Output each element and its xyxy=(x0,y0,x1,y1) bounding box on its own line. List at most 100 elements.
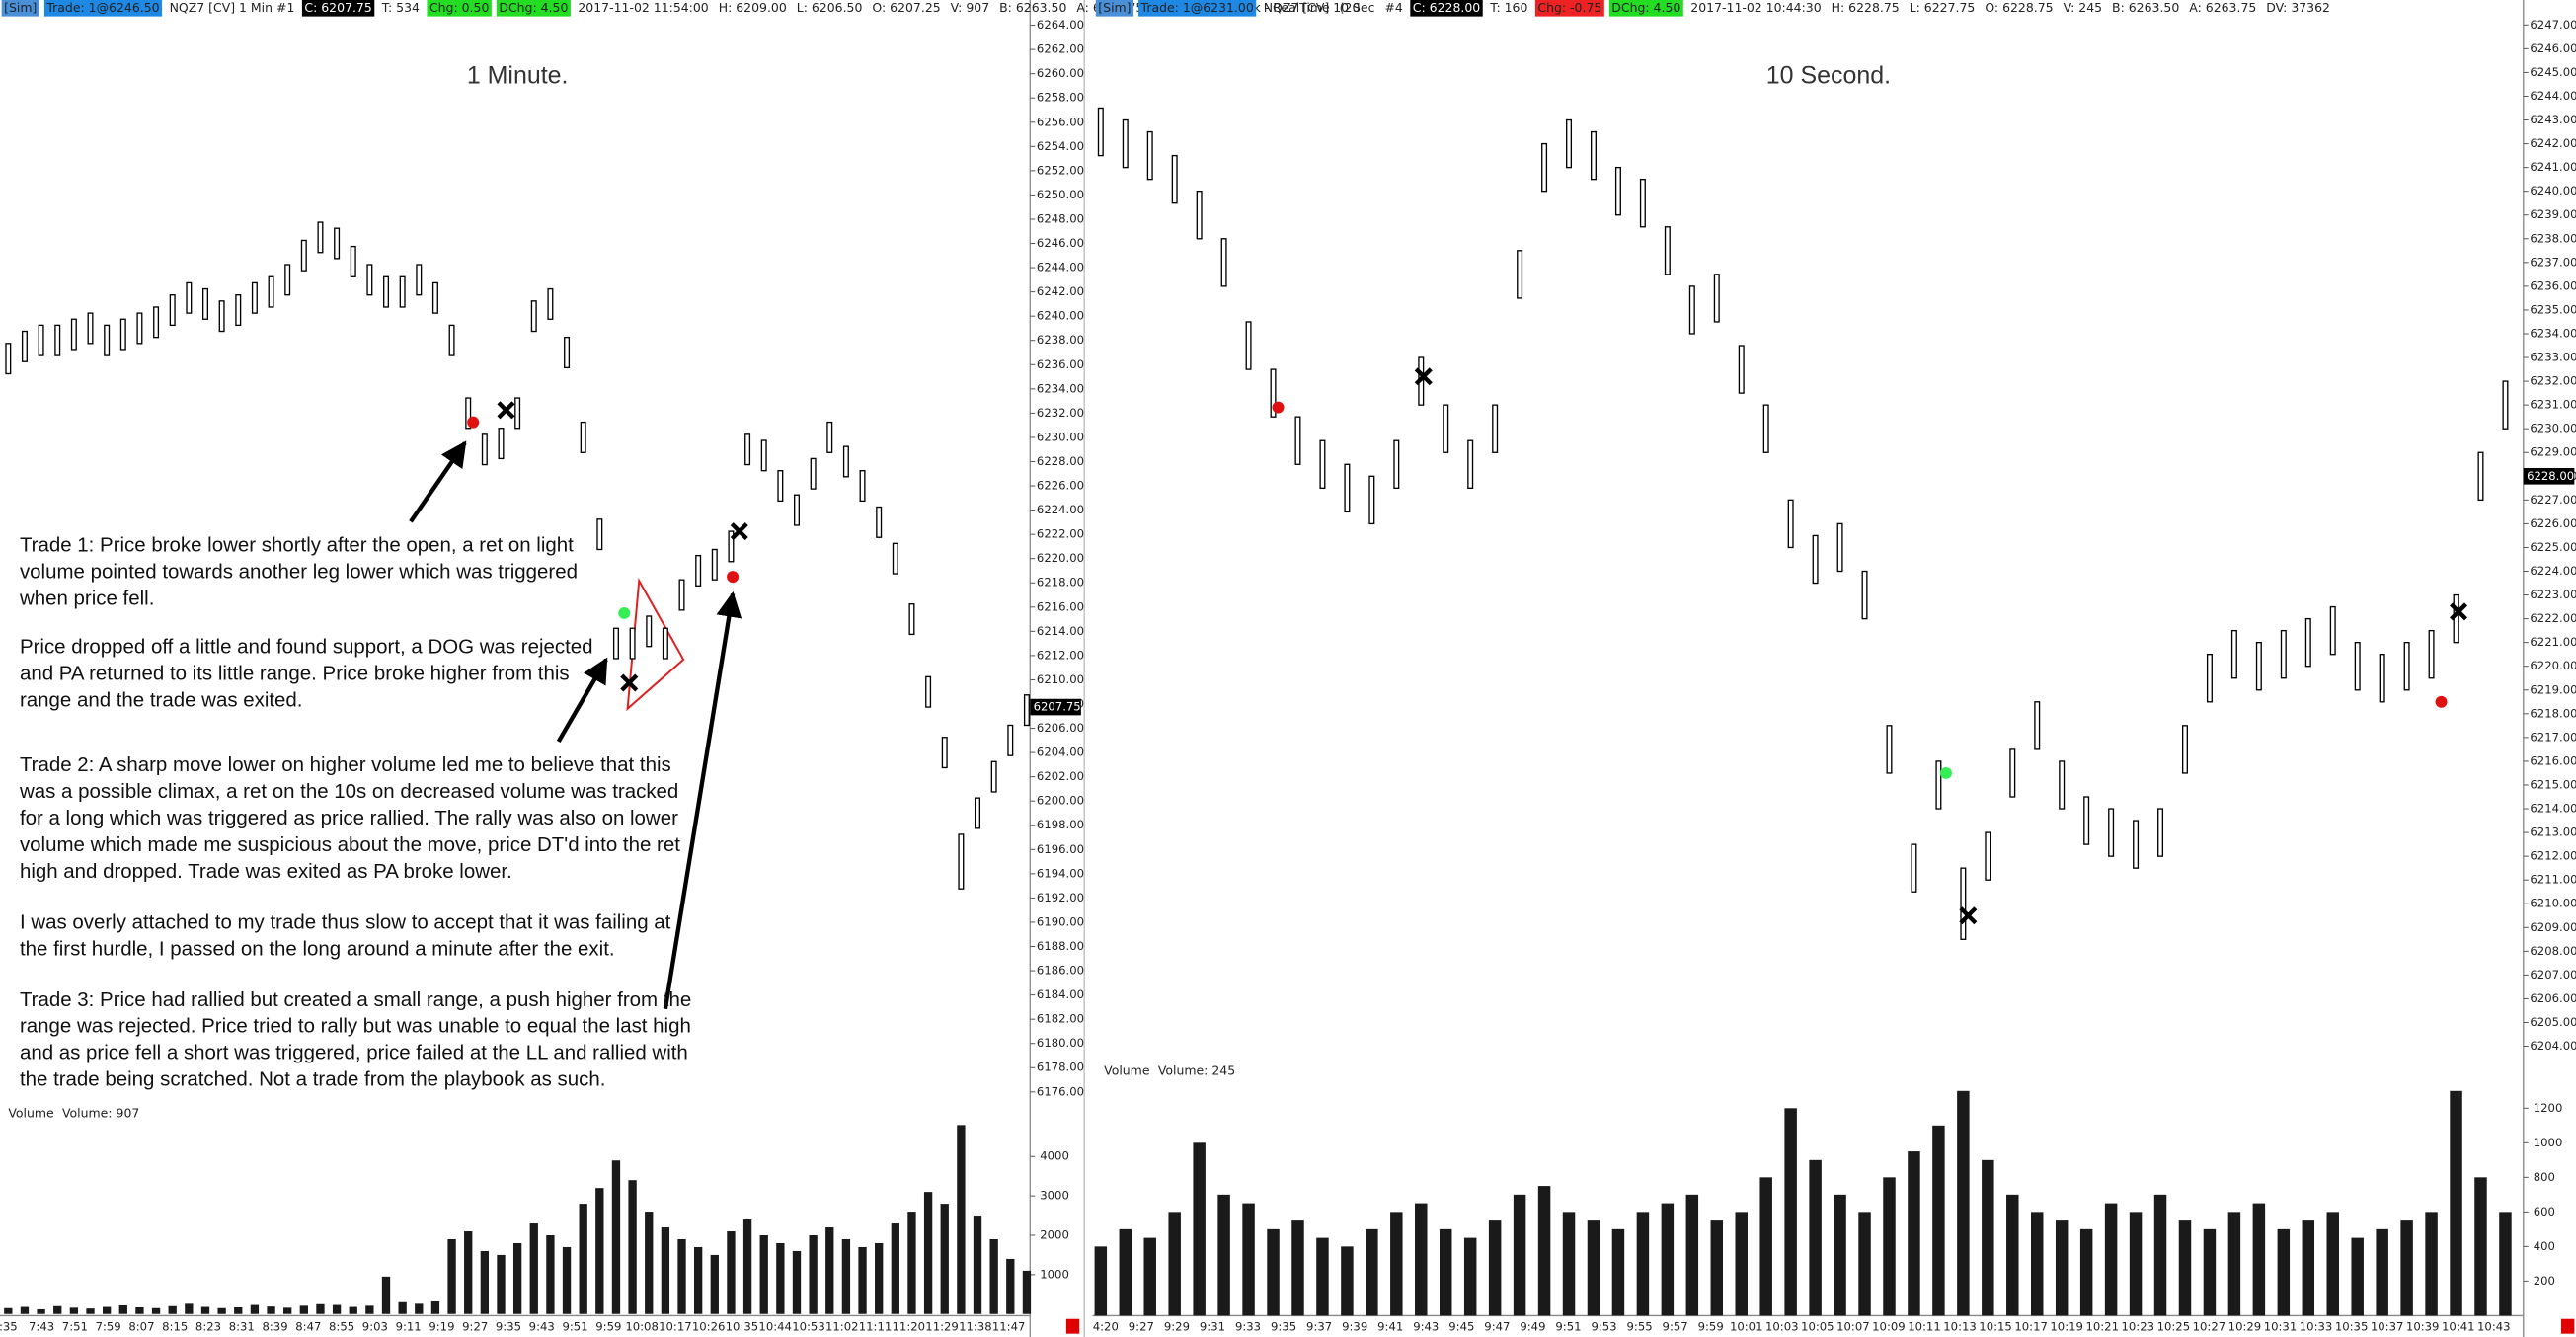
volume-bar xyxy=(923,1192,933,1314)
y-tick-label: 200 xyxy=(2534,1274,2555,1288)
volume-bar xyxy=(2203,1228,2217,1316)
y-tick-label: 6220.00 xyxy=(1037,551,1084,565)
volume-bar xyxy=(2376,1228,2388,1316)
price-bar xyxy=(5,343,12,375)
price-bar xyxy=(1614,166,1621,216)
price-bar xyxy=(629,627,636,660)
last-price-label: 6207.75 xyxy=(1034,700,1081,714)
price-bar xyxy=(54,324,61,356)
x-tick-label: 10:44 xyxy=(758,1320,792,1334)
header-badge xyxy=(301,0,375,17)
x-tick-label: 10:13 xyxy=(1943,1320,1977,1334)
price-bar xyxy=(1985,831,1991,881)
annotation-line: when price fell. xyxy=(19,587,154,609)
header-item: Trade: 1@6231.00 xyxy=(1140,0,1254,15)
price-bar xyxy=(1023,694,1030,727)
volume-bar xyxy=(415,1303,424,1314)
x-tick-label: 9:31 xyxy=(1200,1320,1225,1334)
trade-marker xyxy=(2450,602,2468,621)
y-tick-label: 6228.00 xyxy=(1037,454,1084,468)
price-bar xyxy=(2453,593,2459,644)
header-item: L: 6206.50 xyxy=(797,0,863,15)
price-bar xyxy=(448,324,455,356)
chart-corner-button[interactable] xyxy=(2561,1318,2575,1334)
price-bar xyxy=(892,542,898,575)
price-bar xyxy=(2133,820,2140,869)
y-tick-label: 2000 xyxy=(1040,1228,1069,1242)
volume-bar xyxy=(841,1238,851,1314)
price-bar xyxy=(235,294,242,327)
price-bar xyxy=(1566,118,1573,169)
price-bar xyxy=(1294,416,1301,465)
x-tick-label: :35 xyxy=(0,1320,18,1334)
price-bar xyxy=(1762,404,1769,453)
price-bar xyxy=(1344,463,1351,513)
price-bar xyxy=(1270,368,1277,418)
price-bar xyxy=(646,615,653,648)
trade-marker xyxy=(2435,695,2448,708)
y-tick-label: 6244.00 xyxy=(1037,261,1084,275)
x-tick-label: 8:23 xyxy=(195,1320,221,1334)
header-item: 2017-11-02 11:54:00 xyxy=(578,0,708,15)
volume-bar xyxy=(645,1212,654,1314)
volume-label: Volume xyxy=(1104,1062,1149,1077)
price-bar xyxy=(2083,796,2090,845)
y-tick-label: 6208.00 xyxy=(2530,944,2576,958)
y-tick-label: 6202.00 xyxy=(1037,769,1084,783)
volume-bar xyxy=(1982,1159,1994,1316)
price-bar xyxy=(2304,617,2311,668)
price-bar xyxy=(990,760,997,793)
y-tick-label: 6248.00 xyxy=(1037,211,1084,225)
x-tick-label: 10:35 xyxy=(726,1320,759,1334)
volume-bar xyxy=(1858,1212,1871,1316)
volume-bar xyxy=(1611,1228,1625,1316)
price-bar xyxy=(366,264,373,296)
price-bar xyxy=(975,797,981,829)
price-bar xyxy=(2255,641,2262,691)
volume-bar xyxy=(776,1242,785,1314)
price-bar xyxy=(1319,439,1326,489)
volume-bar xyxy=(1661,1203,1675,1316)
header-item: #4 xyxy=(1384,0,1402,15)
price-bar xyxy=(350,245,356,277)
volume-bar xyxy=(792,1250,802,1314)
y-tick-label: 6247.00 xyxy=(2530,18,2576,32)
price-bar xyxy=(1541,142,1548,193)
volume-bar xyxy=(497,1254,506,1314)
chart-title: 10 Second. xyxy=(1766,62,1891,90)
x-tick-label: 10:43 xyxy=(2477,1320,2511,1334)
y-tick-label: 6230.00 xyxy=(1037,430,1084,443)
volume-bar xyxy=(677,1238,686,1314)
volume-bar xyxy=(1316,1237,1329,1316)
price-bar xyxy=(1590,130,1597,181)
y-tick-label: 6260.00 xyxy=(1037,66,1084,80)
volume-bar xyxy=(1390,1212,1403,1316)
x-tick-label: 8:39 xyxy=(262,1320,287,1334)
y-tick-label: 6204.00 xyxy=(1037,746,1084,759)
price-bar xyxy=(70,318,77,351)
header-item: H: 6209.00 xyxy=(719,0,787,15)
y-tick-label: 6240.00 xyxy=(1037,309,1084,323)
y-tick-label: 6236.00 xyxy=(2530,278,2576,292)
header-item: C: 6228.00 xyxy=(1413,0,1480,15)
y-tick-label: 6254.00 xyxy=(1037,139,1084,153)
x-tick-label: 7:59 xyxy=(96,1320,121,1334)
price-bar xyxy=(2108,808,2115,857)
x-tick-label: 9:49 xyxy=(1520,1320,1545,1334)
volume-bar xyxy=(891,1223,899,1314)
price-bar xyxy=(1393,439,1400,489)
chart-corner-button[interactable] xyxy=(1065,1318,1080,1334)
x-tick-label: 10:27 xyxy=(2193,1320,2226,1334)
y-tick-label: 6244.00 xyxy=(2530,89,2576,103)
volume-bar xyxy=(20,1306,30,1314)
price-bar xyxy=(2477,451,2484,502)
x-tick-label: 9:43 xyxy=(529,1320,555,1334)
volume-bar xyxy=(1094,1246,1108,1316)
price-bar xyxy=(2329,605,2336,656)
price-bar xyxy=(695,554,702,587)
trade-marker xyxy=(727,571,740,584)
y-tick-label: 6224.00 xyxy=(1037,503,1084,516)
y-tick-label: 6196.00 xyxy=(1037,842,1084,856)
price-bar xyxy=(2206,654,2213,703)
volume-bar xyxy=(168,1305,177,1314)
